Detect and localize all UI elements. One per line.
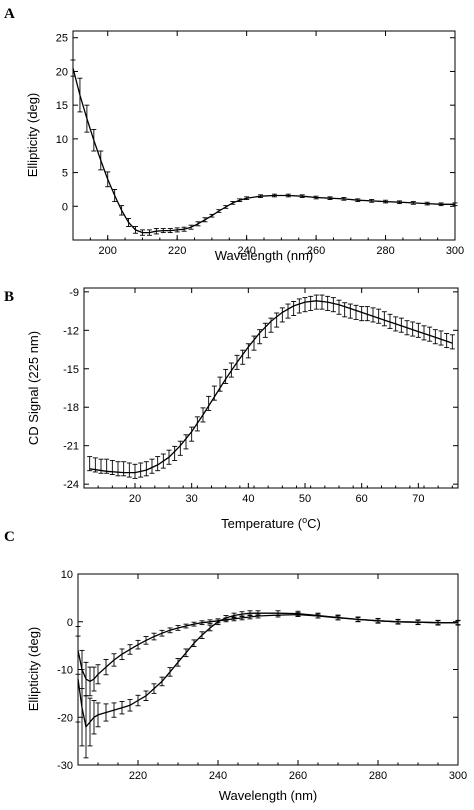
panel-c-series-line-0 <box>77 613 458 683</box>
panel-c-y-tick-label: -10 <box>57 665 73 677</box>
panel-a-frame <box>72 30 456 241</box>
panel-b-x-axis-title-main: Temperature ( <box>221 516 303 531</box>
panel-b-y-tick-label: -9 <box>69 287 79 299</box>
panel-a-x-tick-label: 240 <box>237 245 255 257</box>
panel-a-y-tick-label: 0 <box>62 201 68 213</box>
panel-a-x-axis-title: Wavelength (nm) <box>215 248 314 263</box>
panel-a-y-tick-label: 15 <box>56 100 68 112</box>
panel-b-x-tick-label: 40 <box>242 493 254 505</box>
panel-b-x-axis-title-sup: o <box>302 515 307 525</box>
panel-a-y-tick-label: 20 <box>56 66 68 78</box>
panel-c-x-tick-label: 240 <box>209 770 227 782</box>
panel-a-x-tick-label: 280 <box>376 245 394 257</box>
panel-b-y-tick-label: -24 <box>63 479 79 491</box>
panel-a-x-tick-label: 200 <box>99 245 117 257</box>
panel-b-x-tick-label: 30 <box>186 493 198 505</box>
panel-a: A 200 220 240 260 280 300 0 5 10 15 20 25 Wavelengt… <box>4 6 464 263</box>
panel-b-x-tick-label: 60 <box>356 493 368 505</box>
panel-b-letter: B <box>4 289 14 305</box>
panel-b-marks <box>87 294 455 479</box>
panel-a-y-tick-label: 10 <box>56 134 68 146</box>
panel-c-x-tick-label: 300 <box>449 770 467 782</box>
panel-c-y-tick-label: 0 <box>67 617 73 629</box>
panel-b-y-axis-title: CD Signal (225 nm) <box>26 331 41 445</box>
panel-c-letter: C <box>4 529 15 545</box>
panel-c-x-tick-label: 280 <box>369 770 387 782</box>
panel-b-y-tick-label: -21 <box>63 441 79 453</box>
panel-a-y-axis-title: Ellipticity (deg) <box>25 93 40 178</box>
panel-b-x-axis-title-end: C) <box>307 516 321 531</box>
panel-a-letter: A <box>4 6 15 22</box>
panel-c-y-tick-label: -30 <box>57 760 73 772</box>
panel-b-y-tick-label: -15 <box>63 364 79 376</box>
panel-b-frame <box>83 287 459 489</box>
panel-a-series-line-0 <box>72 67 455 234</box>
panel-c-x-tick-label: 260 <box>289 770 307 782</box>
panel-b-x-tick-label: 50 <box>299 493 311 505</box>
panel-b-series-line-1 <box>89 300 453 474</box>
panel-c-series-line-1 <box>77 612 458 729</box>
panel-c-frame <box>77 573 459 766</box>
panel-b-ticks: 20 30 40 50 60 70 -9 -12 -15 -18 -21 -24 <box>63 287 458 505</box>
panel-c-ticks: 220 240 260 280 300 10 0 -10 -20 -30 <box>57 569 467 782</box>
panel-a-marks <box>70 59 458 236</box>
panel-c-marks <box>75 610 461 759</box>
panel-c-y-tick-label: 10 <box>61 569 73 581</box>
panel-c: C 220 240 260 280 300 10 0 -10 -20 -30 Wavelength… <box>4 529 467 803</box>
panel-b-x-axis-title: Temperature (oC) <box>221 515 321 531</box>
panel-a-x-tick-label: 220 <box>168 245 186 257</box>
panel-b-y-tick-label: -18 <box>63 402 79 414</box>
panel-b-x-tick-label: 70 <box>412 493 424 505</box>
panel-b-y-tick-label: -12 <box>63 325 79 337</box>
panel-a-y-tick-label: 25 <box>56 33 68 45</box>
panel-b-x-tick-label: 20 <box>129 493 141 505</box>
panel-a-ticks: 200 220 240 260 280 300 0 5 10 15 20 25 <box>56 31 464 257</box>
panel-b: B 20 30 40 50 60 70 -9 -12 -15 -18 -21 -24 Temperat… <box>4 287 459 531</box>
panel-c-x-tick-label: 220 <box>129 770 147 782</box>
panel-c-x-axis-title: Wavelength (nm) <box>219 788 318 803</box>
panel-a-y-tick-label: 5 <box>62 168 68 180</box>
panel-a-x-tick-label: 260 <box>307 245 325 257</box>
panel-c-y-tick-label: -20 <box>57 712 73 724</box>
panel-a-x-tick-label: 300 <box>446 245 464 257</box>
panel-c-y-axis-title: Ellipticity (deg) <box>26 627 41 712</box>
